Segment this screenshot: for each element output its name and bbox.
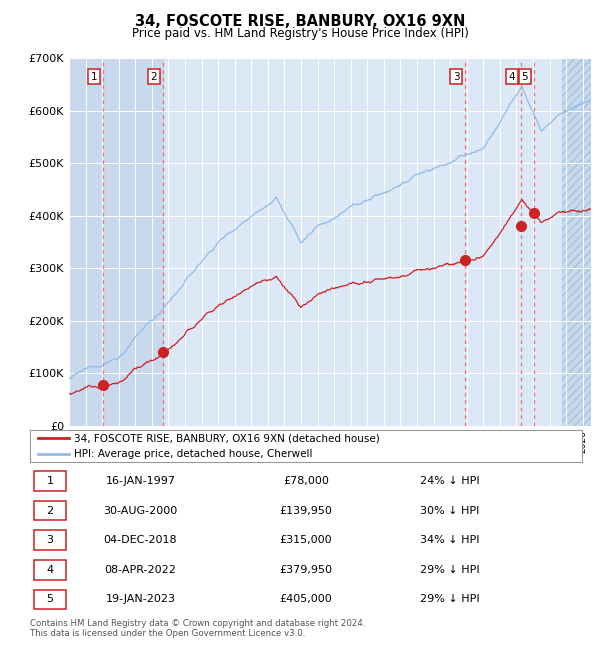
Text: 16-JAN-1997: 16-JAN-1997 [106,476,175,486]
Text: 3: 3 [453,72,460,82]
Text: 24% ↓ HPI: 24% ↓ HPI [420,476,479,486]
FancyBboxPatch shape [34,590,66,609]
Text: HPI: Average price, detached house, Cherwell: HPI: Average price, detached house, Cher… [74,448,313,459]
FancyBboxPatch shape [34,530,66,550]
Text: 1: 1 [46,476,53,486]
Text: 34% ↓ HPI: 34% ↓ HPI [420,535,479,545]
Text: 3: 3 [46,535,53,545]
Text: 19-JAN-2023: 19-JAN-2023 [106,595,175,604]
Text: 2: 2 [46,506,53,515]
Text: 1: 1 [91,72,97,82]
Text: Contains HM Land Registry data © Crown copyright and database right 2024.
This d: Contains HM Land Registry data © Crown c… [30,619,365,638]
Text: £405,000: £405,000 [280,595,332,604]
FancyBboxPatch shape [34,471,66,491]
Bar [562,58,591,426]
FancyBboxPatch shape [34,560,66,580]
Bar [562,58,591,426]
Text: 30% ↓ HPI: 30% ↓ HPI [420,506,479,515]
Text: 5: 5 [521,72,528,82]
Text: 34, FOSCOTE RISE, BANBURY, OX16 9XN (detached house): 34, FOSCOTE RISE, BANBURY, OX16 9XN (det… [74,433,380,443]
Text: £315,000: £315,000 [280,535,332,545]
Bar [103,58,163,426]
Text: 5: 5 [46,595,53,604]
Text: 2: 2 [151,72,157,82]
Text: 04-DEC-2018: 04-DEC-2018 [104,535,177,545]
Text: 4: 4 [46,565,53,575]
Text: Price paid vs. HM Land Registry's House Price Index (HPI): Price paid vs. HM Land Registry's House … [131,27,469,40]
Text: 34, FOSCOTE RISE, BANBURY, OX16 9XN: 34, FOSCOTE RISE, BANBURY, OX16 9XN [135,14,465,29]
Text: 30-AUG-2000: 30-AUG-2000 [103,506,178,515]
Text: £139,950: £139,950 [280,506,332,515]
Text: 29% ↓ HPI: 29% ↓ HPI [420,595,479,604]
FancyBboxPatch shape [34,500,66,521]
Bar [69,58,103,426]
Text: 29% ↓ HPI: 29% ↓ HPI [420,565,479,575]
Text: £379,950: £379,950 [280,565,332,575]
Text: £78,000: £78,000 [283,476,329,486]
Text: 08-APR-2022: 08-APR-2022 [104,565,176,575]
Text: 4: 4 [508,72,515,82]
